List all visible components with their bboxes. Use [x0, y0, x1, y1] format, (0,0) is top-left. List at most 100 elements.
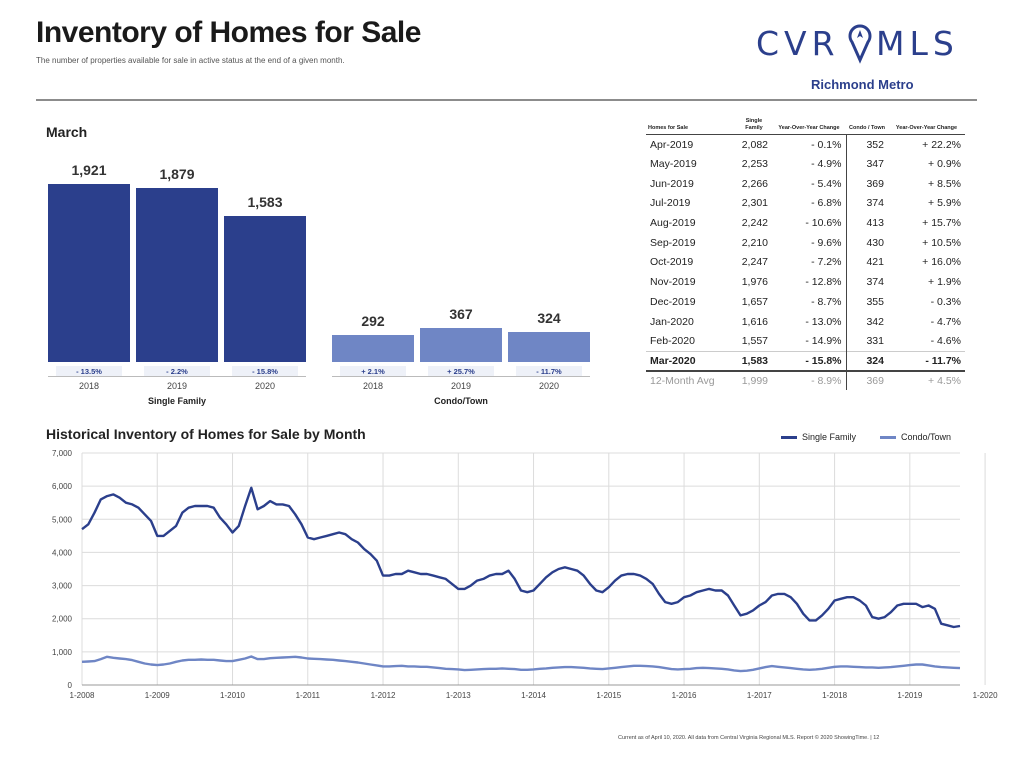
divider	[36, 99, 977, 101]
legend-swatch	[880, 435, 896, 439]
bar-value-label: 1,879	[159, 166, 195, 183]
change-label: + 25.7%	[428, 366, 494, 377]
table-row: Dec-2019 1,657 - 8.7% 355 - 0.3%	[646, 292, 965, 312]
table-cell: - 15.8%	[772, 350, 846, 371]
bar	[332, 334, 414, 362]
table-cell: - 0.1%	[811, 138, 842, 151]
table-cell: + 22.2%	[922, 138, 961, 151]
table-row: Mar-2020 1,583- 15.8% 324- 11.7%	[646, 350, 965, 371]
bar-chart-month: March	[46, 124, 88, 140]
table-cell: Apr-2019	[650, 138, 694, 151]
table-cell: 413	[845, 213, 888, 233]
table-row: May-2019 2,253 - 4.9% 347 + 0.9%	[646, 154, 965, 174]
y-tick-label: 7,000	[52, 449, 73, 458]
table-cell: - 6.8%	[811, 197, 842, 210]
table-header: Single Family	[745, 118, 763, 131]
table-cell: Mar-2020	[646, 350, 736, 371]
table-cell: - 14.9%	[805, 334, 842, 347]
bar-value-label: 1,583	[247, 193, 283, 210]
table-cell: - 13.0%	[805, 315, 842, 328]
x-tick-label: 1-2015	[596, 691, 621, 700]
bar-year-label: 2018	[362, 381, 384, 391]
x-tick-label: 1-2013	[446, 691, 471, 700]
table-row: Nov-2019 1,976 - 12.8% 374 + 1.9%	[646, 272, 965, 292]
table-cell: - 7.2%	[811, 256, 842, 269]
page-title: Inventory of Homes for Sale	[36, 16, 421, 49]
bar	[136, 188, 218, 362]
table-cell: 374	[845, 193, 888, 214]
table-cell: Jun-2019	[650, 177, 694, 190]
legend-label: Condo/Town	[901, 432, 952, 442]
table-cell: - 12.8%	[805, 276, 842, 289]
bar-year-label: 2019	[450, 381, 472, 391]
table-cell: May-2019	[650, 158, 697, 171]
bar-value-label: 1,921	[71, 162, 107, 179]
bar-baseline	[48, 376, 306, 377]
y-tick-label: 3,000	[52, 582, 73, 591]
table-row: Apr-2019 2,082 - 0.1% 352 + 22.2%	[646, 134, 965, 155]
table-cell: 347	[845, 154, 888, 174]
table-cell: 1,557	[741, 334, 768, 347]
table-cell: + 10.5%	[922, 236, 961, 249]
table-cell: 1,583	[736, 350, 772, 371]
table-row: Aug-2019 2,242 - 10.6% 413 + 15.7%	[646, 213, 965, 233]
cvrmls-logo: CVR MLS	[756, 20, 961, 66]
table-cell: 2,242	[741, 217, 768, 230]
bar-group-label: Condo/Town	[434, 396, 488, 406]
table-row: Sep-2019 2,210 - 9.6% 430 + 10.5%	[646, 232, 965, 253]
bar	[420, 328, 502, 362]
change-label: - 15.8%	[232, 366, 298, 377]
x-tick-label: 1-2014	[521, 691, 546, 700]
table-cell: + 0.9%	[928, 158, 961, 171]
table-cell: + 15.7%	[922, 217, 961, 230]
bar-year-label: 2020	[538, 381, 560, 391]
x-tick-label: 1-2010	[220, 691, 245, 700]
table-cell: 369	[845, 369, 888, 391]
bar	[48, 184, 130, 362]
bar-value-label: 292	[361, 312, 385, 329]
table-cell: - 9.6%	[811, 236, 842, 249]
table-cell: 421	[845, 252, 888, 273]
history-line-chart: 0 1,000 2,000 3,000 4,000 5,000 6,000 7,000 1-20…	[52, 449, 998, 700]
y-tick-label: 5,000	[52, 515, 73, 524]
x-tick-label: 1-2012	[371, 691, 396, 700]
table-cell: - 8.9%	[772, 369, 846, 391]
x-tick-label: 1-2008	[70, 691, 95, 700]
table-cell: 331	[845, 331, 888, 352]
table-header: Year-Over-Year Change	[778, 125, 840, 131]
x-tick-label: 1-2017	[747, 691, 772, 700]
table-row: Feb-2020 1,557 - 14.9% 331 - 4.6%	[646, 331, 965, 352]
bar-year-label: 2019	[166, 381, 188, 391]
change-label: - 13.5%	[56, 366, 122, 377]
table-cell: Aug-2019	[650, 217, 696, 230]
bar-year-label: 2020	[254, 381, 276, 391]
y-tick-label: 1,000	[52, 648, 73, 657]
table-cell: - 4.7%	[930, 315, 961, 328]
x-tick-label: 1-2019	[897, 691, 922, 700]
table-cell: - 8.7%	[811, 295, 842, 308]
table-cell: - 5.4%	[811, 177, 842, 190]
table-cell: 12-Month Avg	[646, 369, 736, 391]
table-cell: Sep-2019	[650, 236, 696, 249]
table-cell: Oct-2019	[650, 256, 694, 269]
table-row: Jan-2020 1,616 - 13.0% 342 - 4.7%	[646, 311, 965, 332]
table-cell: 2,253	[741, 158, 768, 171]
logo-mark: CVR MLS	[756, 24, 954, 64]
table-cell: 355	[845, 292, 888, 312]
table-header: Homes for Sale	[648, 125, 689, 131]
table-cell: 374	[845, 272, 888, 292]
change-label: - 11.7%	[516, 366, 582, 377]
table-cell: + 5.9%	[928, 197, 961, 210]
table-header: Year-Over-Year Change	[895, 125, 958, 131]
table-cell: - 10.6%	[805, 217, 842, 230]
change-label: + 2.1%	[340, 366, 406, 377]
y-tick-label: 6,000	[52, 482, 73, 491]
table-cell: 369	[845, 173, 888, 194]
legend-item-single-family: Single Family	[781, 432, 856, 442]
change-label: - 2.2%	[144, 366, 210, 377]
footer-note: Current as of April 10, 2020. All data f…	[618, 735, 880, 741]
table-cell: + 8.5%	[928, 177, 961, 190]
bar-baseline	[332, 376, 590, 377]
table-row: Jun-2019 2,266 - 5.4% 369 + 8.5%	[646, 173, 965, 194]
bar	[224, 215, 306, 362]
